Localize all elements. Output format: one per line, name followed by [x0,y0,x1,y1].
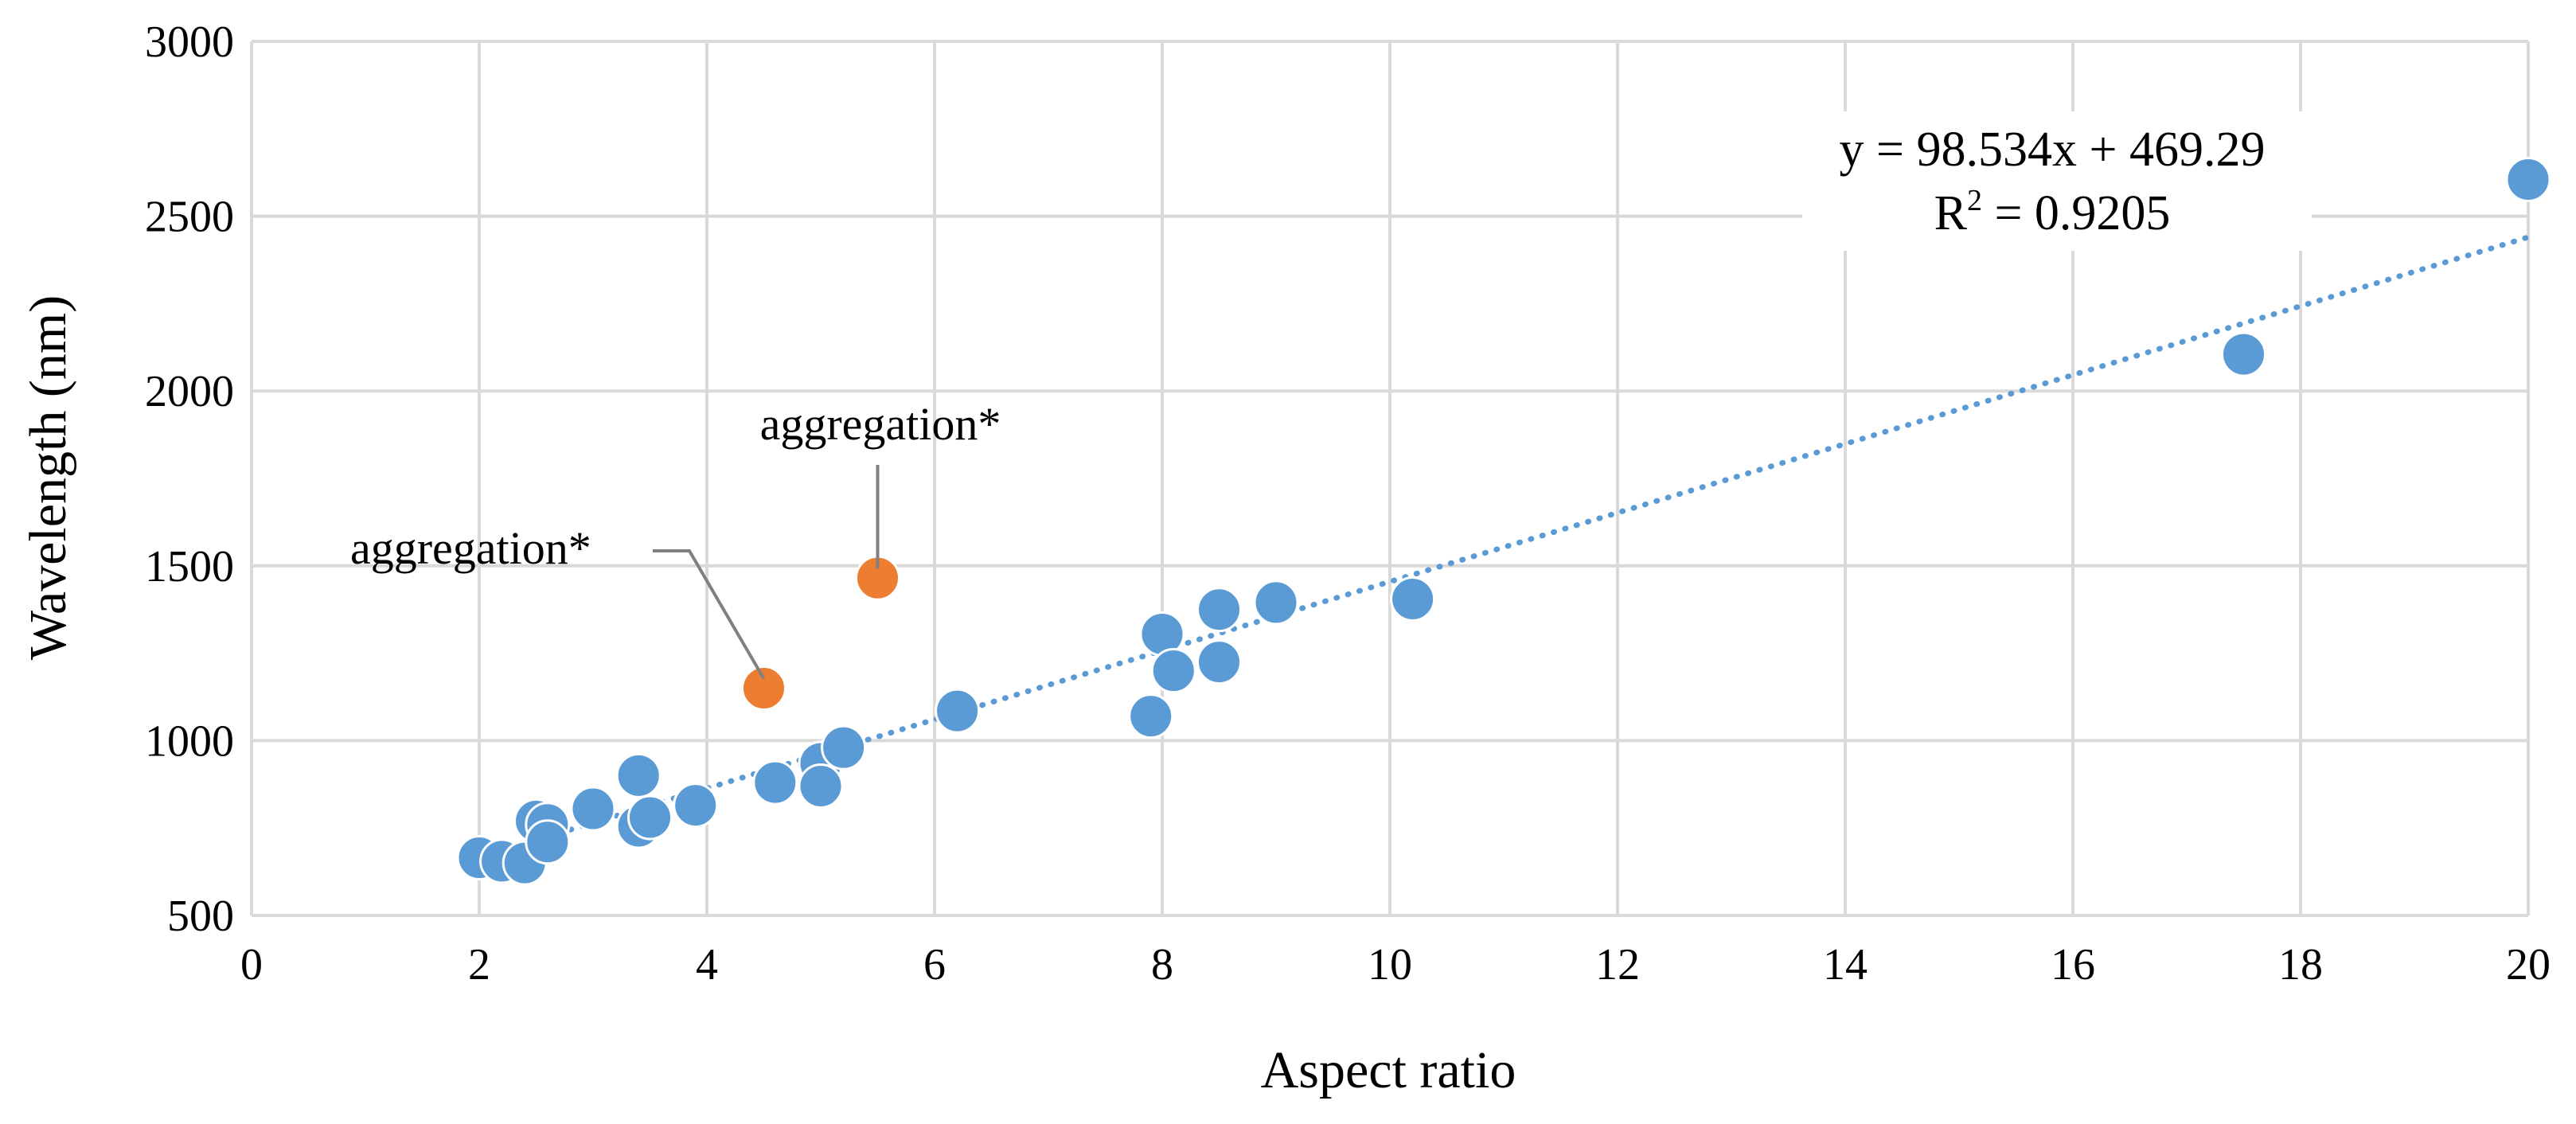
y-tick-label: 500 [167,892,234,941]
x-tick-label: 4 [696,940,718,989]
annotations: aggregation* aggregation* [350,398,1001,680]
x-tick-label: 6 [923,940,946,989]
annotation-leader-line [653,549,766,680]
x-tick-label: 20 [2506,940,2551,989]
data-point [627,794,673,841]
data-point [1390,576,1436,622]
data-point [673,783,719,829]
data-point [752,759,798,806]
data-points [456,156,2551,886]
x-tick-label: 14 [1823,940,1868,989]
data-point [525,819,571,865]
annotation-label: aggregation* [760,398,1001,450]
data-point [1196,587,1242,633]
data-point [1196,639,1242,685]
data-point [615,752,662,798]
data-point [935,688,981,734]
aggregation-point [741,665,786,712]
equation-box: y = 98.534x + 469.29 R2 = 0.9205 [1802,111,2312,251]
x-tick-label: 2 [468,940,490,989]
x-tick-label: 10 [1368,940,1412,989]
x-tick-label: 0 [240,940,263,989]
r-squared-value: = 0.9205 [1982,186,2170,240]
x-tick-label: 12 [1595,940,1640,989]
x-tick-label: 16 [2051,940,2095,989]
tick-labels: 0 2 4 6 8 10 12 14 16 18 20 500 1000 1500 2000 2500 3000 [145,18,2551,989]
y-tick-label: 3000 [145,18,234,67]
y-axis-title: Wavelength (nm) [19,295,77,660]
data-point [1150,648,1196,694]
data-point [570,786,616,832]
r-squared-text: R2 = 0.9205 [1934,184,2171,240]
r-squared-superscript: 2 [1967,184,1982,217]
r-squared-prefix: R [1934,186,1968,240]
data-point [1128,693,1174,740]
y-tick-label: 1000 [145,716,234,766]
data-point [2221,331,2266,377]
equation-text: y = 98.534x + 469.29 [1840,123,2266,177]
x-axis-title: Aspect ratio [1261,1041,1516,1099]
x-tick-label: 18 [2278,940,2323,989]
y-tick-label: 2500 [145,193,234,242]
x-tick-label: 8 [1151,940,1173,989]
data-point [798,763,844,809]
equation-background [1802,111,2312,251]
data-point [821,724,867,771]
annotation-label: aggregation* [350,522,591,574]
y-tick-label: 1500 [145,542,234,591]
data-point [2505,156,2551,202]
y-tick-label: 2000 [145,367,234,416]
data-point [1253,580,1299,626]
